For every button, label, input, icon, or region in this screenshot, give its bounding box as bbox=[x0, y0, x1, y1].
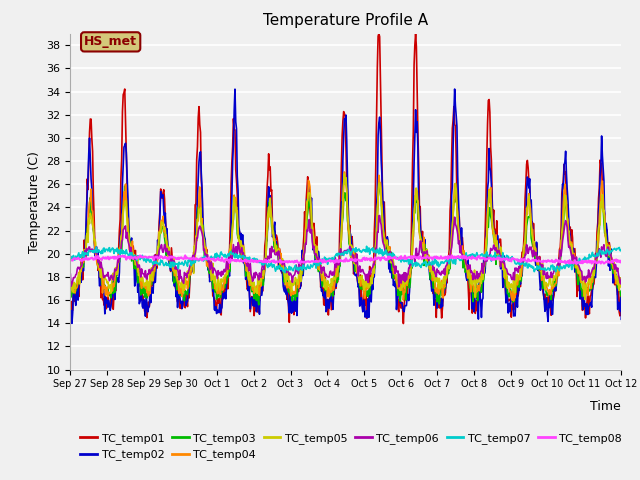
TC_temp04 bbox=[458, 243, 466, 249]
TC_temp03 bbox=[273, 241, 280, 247]
TC_temp02 bbox=[244, 288, 252, 293]
TC_temp06 bbox=[273, 252, 280, 257]
TC_temp07 bbox=[243, 256, 251, 262]
TC_temp06 bbox=[395, 284, 403, 290]
Line: TC_temp03: TC_temp03 bbox=[70, 184, 640, 307]
TC_temp06 bbox=[294, 271, 302, 276]
Line: TC_temp08: TC_temp08 bbox=[70, 255, 640, 264]
TC_temp01 bbox=[136, 283, 143, 289]
TC_temp05 bbox=[426, 266, 433, 272]
TC_temp04 bbox=[294, 285, 302, 291]
TC_temp08 bbox=[136, 255, 143, 261]
Line: TC_temp02: TC_temp02 bbox=[70, 89, 640, 324]
TC_temp03 bbox=[243, 263, 251, 268]
TC_temp05 bbox=[581, 297, 589, 302]
TC_temp05 bbox=[294, 274, 302, 279]
Line: TC_temp06: TC_temp06 bbox=[70, 216, 640, 287]
TC_temp02 bbox=[67, 309, 74, 315]
TC_temp03 bbox=[294, 284, 302, 289]
TC_temp02 bbox=[296, 281, 303, 287]
TC_temp01 bbox=[375, 31, 383, 36]
TC_temp07 bbox=[281, 270, 289, 276]
TC_temp04 bbox=[243, 259, 251, 264]
TC_temp07 bbox=[136, 255, 143, 261]
TC_temp05 bbox=[136, 270, 143, 276]
TC_temp02 bbox=[273, 252, 281, 257]
TC_temp01 bbox=[243, 287, 251, 292]
TC_temp01 bbox=[67, 303, 74, 309]
TC_temp06 bbox=[136, 262, 143, 268]
TC_temp07 bbox=[67, 257, 74, 263]
TC_temp05 bbox=[273, 243, 280, 249]
TC_temp07 bbox=[296, 266, 303, 272]
TC_temp01 bbox=[399, 321, 407, 326]
Title: Temperature Profile A: Temperature Profile A bbox=[263, 13, 428, 28]
TC_temp04 bbox=[136, 268, 143, 274]
TC_temp04 bbox=[67, 289, 74, 295]
TC_temp06 bbox=[426, 260, 434, 266]
TC_temp05 bbox=[458, 254, 466, 260]
TC_temp04 bbox=[509, 298, 517, 304]
TC_temp04 bbox=[426, 264, 433, 270]
TC_temp01 bbox=[294, 289, 302, 295]
TC_temp01 bbox=[460, 244, 467, 250]
TC_temp08 bbox=[67, 257, 74, 263]
TC_temp08 bbox=[273, 259, 280, 264]
Line: TC_temp05: TC_temp05 bbox=[70, 174, 640, 300]
TC_temp07 bbox=[460, 253, 467, 259]
TC_temp06 bbox=[67, 271, 74, 277]
TC_temp07 bbox=[273, 266, 280, 272]
TC_temp02 bbox=[136, 299, 144, 304]
TC_temp06 bbox=[376, 213, 383, 218]
TC_temp08 bbox=[294, 260, 302, 266]
TC_temp07 bbox=[363, 243, 371, 249]
TC_temp03 bbox=[375, 181, 383, 187]
TC_temp03 bbox=[426, 260, 433, 266]
TC_temp06 bbox=[243, 264, 251, 269]
TC_temp05 bbox=[243, 262, 251, 267]
TC_temp08 bbox=[573, 261, 580, 267]
Line: TC_temp04: TC_temp04 bbox=[70, 172, 640, 301]
TC_temp04 bbox=[273, 250, 280, 255]
TC_temp08 bbox=[458, 256, 466, 262]
TC_temp02 bbox=[451, 86, 458, 92]
TC_temp01 bbox=[426, 268, 434, 274]
TC_temp03 bbox=[618, 304, 626, 310]
Text: HS_met: HS_met bbox=[84, 36, 137, 48]
Line: TC_temp01: TC_temp01 bbox=[70, 34, 640, 324]
TC_temp01 bbox=[273, 232, 280, 238]
TC_temp03 bbox=[136, 276, 143, 282]
TC_temp05 bbox=[67, 290, 74, 296]
TC_temp04 bbox=[340, 169, 348, 175]
Legend: TC_temp01, TC_temp02, TC_temp03, TC_temp04, TC_temp05, TC_temp06, TC_temp07, TC_: TC_temp01, TC_temp02, TC_temp03, TC_temp… bbox=[76, 429, 627, 465]
Line: TC_temp07: TC_temp07 bbox=[70, 246, 640, 273]
TC_temp05 bbox=[340, 171, 348, 177]
TC_temp08 bbox=[243, 258, 251, 264]
Y-axis label: Temperature (C): Temperature (C) bbox=[28, 151, 41, 252]
TC_temp03 bbox=[67, 287, 74, 292]
TC_temp07 bbox=[426, 261, 434, 266]
TC_temp02 bbox=[426, 269, 433, 275]
TC_temp02 bbox=[68, 321, 76, 326]
Text: Time: Time bbox=[590, 400, 621, 413]
TC_temp03 bbox=[458, 251, 466, 256]
TC_temp02 bbox=[460, 253, 467, 259]
TC_temp06 bbox=[460, 253, 467, 259]
TC_temp08 bbox=[448, 252, 456, 258]
TC_temp08 bbox=[425, 255, 433, 261]
